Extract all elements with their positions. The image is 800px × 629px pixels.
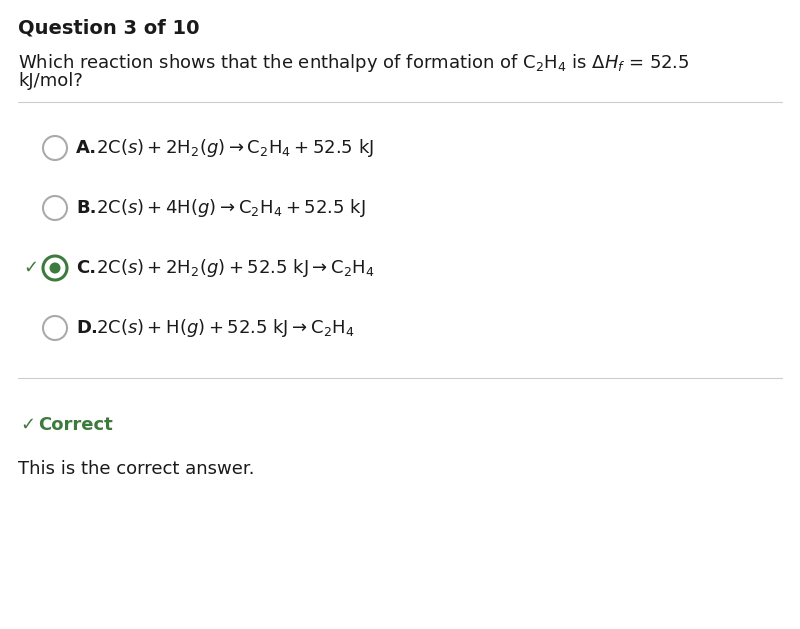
Text: A.: A.: [76, 139, 97, 157]
Text: C.: C.: [76, 259, 96, 277]
Text: $\mathrm{2C(}$$\mathit{s}$$\mathrm{) + H(}$$\mathit{g}$$\mathrm{) + 52.5\ kJ \ri: $\mathrm{2C(}$$\mathit{s}$$\mathrm{) + H…: [96, 317, 354, 339]
Circle shape: [43, 256, 67, 280]
Text: Correct: Correct: [38, 416, 113, 434]
Text: $\mathrm{2C(}$$\mathit{s}$$\mathrm{) + 2H_2(}$$\mathit{g}$$\mathrm{) + 52.5\ kJ : $\mathrm{2C(}$$\mathit{s}$$\mathrm{) + 2…: [96, 257, 374, 279]
Text: kJ/mol?: kJ/mol?: [18, 72, 83, 90]
Text: $\mathrm{2C(}$$\mathit{s}$$\mathrm{) + 4H(}$$\mathit{g}$$\mathrm{) \rightarrow C: $\mathrm{2C(}$$\mathit{s}$$\mathrm{) + 4…: [96, 197, 366, 219]
Text: ✓: ✓: [20, 416, 35, 434]
Text: This is the correct answer.: This is the correct answer.: [18, 460, 254, 478]
Text: Which reaction shows that the enthalpy of formation of $\mathrm{C_2H_4}$ is $\De: Which reaction shows that the enthalpy o…: [18, 52, 690, 74]
Text: $\mathrm{2C(}$$\mathit{s}$$\mathrm{) + 2H_2(}$$\mathit{g}$$\mathrm{) \rightarrow: $\mathrm{2C(}$$\mathit{s}$$\mathrm{) + 2…: [96, 137, 374, 159]
Text: D.: D.: [76, 319, 98, 337]
Text: B.: B.: [76, 199, 97, 217]
Text: Question 3 of 10: Question 3 of 10: [18, 18, 199, 37]
Text: ✓: ✓: [23, 259, 38, 277]
Circle shape: [50, 262, 61, 274]
